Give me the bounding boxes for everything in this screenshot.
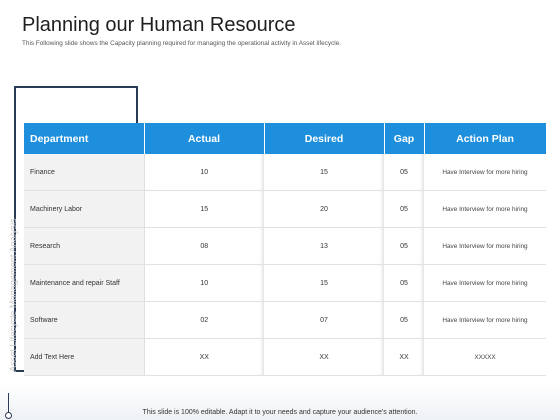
cell-department: Finance	[24, 154, 145, 191]
cell-actual: 15	[144, 190, 264, 228]
header-gap: Gap	[384, 123, 425, 154]
table-row: Finance 10 15 05 Have Interview for more…	[24, 154, 546, 191]
cell-action-plan: Have Interview for more hiring	[424, 264, 546, 302]
capacity-table: Department Actual Desired Gap Action Pla…	[24, 123, 547, 376]
slide-subtitle: This Following slide shows the Capacity …	[22, 40, 341, 47]
table-row: Research 08 13 05 Have Interview for mor…	[24, 227, 546, 265]
header-department: Department	[24, 123, 145, 154]
cell-actual: XX	[144, 338, 264, 376]
table-row: Software 02 07 05 Have Interview for mor…	[24, 301, 546, 339]
side-label: Asset Lifecycle Management Analysis	[8, 218, 18, 372]
cell-action-plan: Have Interview for more hiring	[424, 154, 546, 191]
cell-action-plan: Have Interview for more hiring	[424, 190, 546, 228]
cell-department: Research	[24, 227, 145, 265]
footer-band	[0, 384, 560, 420]
cell-action-plan: Have Interview for more hiring	[424, 301, 546, 339]
cell-department: Maintenance and repair Staff	[24, 264, 145, 302]
cell-gap: 05	[384, 301, 424, 339]
cell-gap: 05	[384, 190, 424, 228]
cell-gap: 05	[384, 154, 424, 191]
cell-actual: 10	[144, 264, 264, 302]
cell-gap: 05	[384, 264, 424, 302]
cell-department: Software	[24, 301, 145, 339]
footer-note: This slide is 100% editable. Adapt it to…	[142, 409, 418, 416]
header-action-plan: Action Plan	[424, 123, 547, 154]
table-row: Add Text Here XX XX XX XXXXX	[24, 338, 546, 376]
cell-desired: 15	[264, 154, 384, 191]
cell-desired: XX	[264, 338, 384, 376]
footer-accent-dot	[5, 412, 12, 419]
footer-accent-line	[8, 393, 9, 415]
cell-actual: 02	[144, 301, 264, 339]
cell-desired: 20	[264, 190, 384, 228]
header-desired: Desired	[264, 123, 385, 154]
header-actual: Actual	[144, 123, 265, 154]
cell-actual: 10	[144, 154, 264, 191]
cell-desired: 13	[264, 227, 384, 265]
cell-department: Add Text Here	[24, 338, 145, 376]
cell-gap: XX	[384, 338, 424, 376]
cell-gap: 05	[384, 227, 424, 265]
table-row: Machinery Labor 15 20 05 Have Interview …	[24, 190, 546, 228]
table-header-row: Department Actual Desired Gap Action Pla…	[24, 123, 547, 154]
slide-title: Planning our Human Resource	[22, 14, 296, 36]
cell-desired: 15	[264, 264, 384, 302]
cell-desired: 07	[264, 301, 384, 339]
table-row: Maintenance and repair Staff 10 15 05 Ha…	[24, 264, 546, 302]
cell-actual: 08	[144, 227, 264, 265]
cell-department: Machinery Labor	[24, 190, 145, 228]
cell-action-plan: XXXXX	[424, 338, 546, 376]
cell-action-plan: Have Interview for more hiring	[424, 227, 546, 265]
